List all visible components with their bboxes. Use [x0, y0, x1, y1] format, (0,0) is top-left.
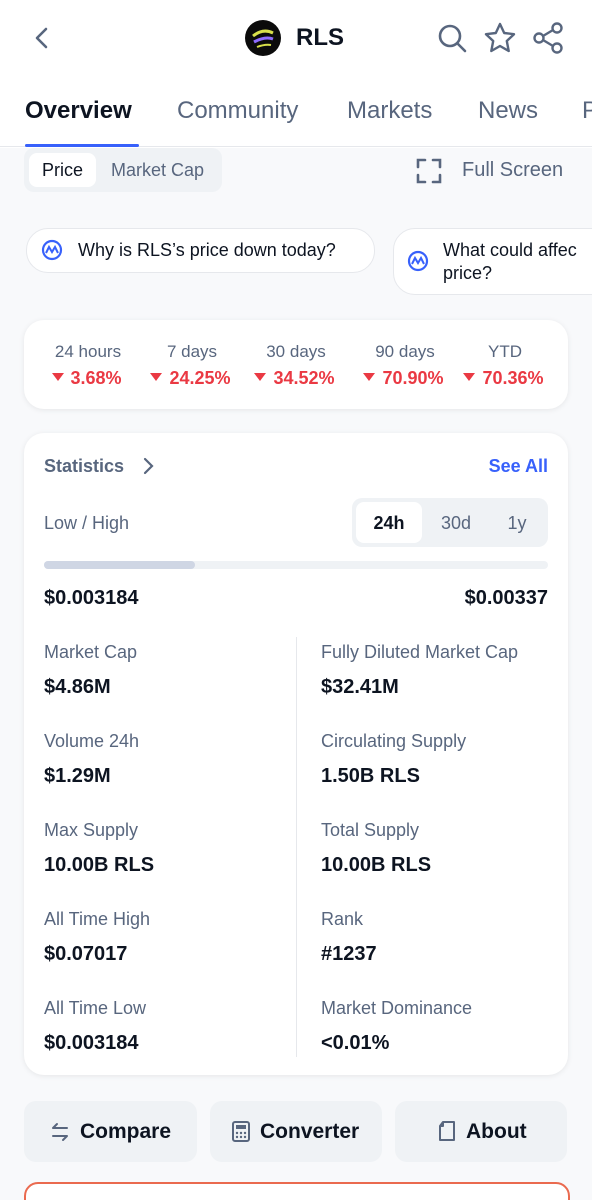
stat-label: Market Cap — [44, 641, 138, 662]
question-text[interactable]: What could affec — [443, 239, 577, 260]
range-option[interactable]: 24h — [373, 512, 405, 533]
toggle-option[interactable]: Price — [42, 159, 84, 180]
ai-icon — [41, 239, 63, 261]
high-value: $0.00337 — [464, 587, 548, 609]
question-chip[interactable] — [26, 228, 375, 273]
stat-value: 10.00B RLS — [44, 854, 155, 876]
stat-label: Total Supply — [321, 819, 420, 840]
range-track — [44, 561, 548, 569]
toggle-active — [29, 153, 96, 187]
range-option[interactable]: 30d — [440, 512, 472, 533]
stat-value: $32.41M — [321, 676, 399, 698]
performance-card — [24, 320, 568, 409]
ai-icon — [407, 250, 429, 272]
star-icon[interactable] — [484, 22, 516, 54]
down-arrow — [463, 373, 476, 381]
action-button[interactable]: About — [466, 1119, 527, 1143]
page-title: RLS — [296, 24, 344, 51]
change-value: 3.68% — [70, 367, 122, 388]
tab[interactable]: Overview — [25, 97, 132, 124]
tab-underline — [25, 144, 139, 147]
full-screen-label[interactable]: Full Screen — [462, 159, 564, 181]
about-icon — [439, 1121, 455, 1141]
action-button[interactable]: Compare — [80, 1119, 172, 1143]
down-arrow — [52, 373, 64, 381]
range-active — [356, 502, 422, 543]
stat-label: Low / High — [44, 512, 130, 533]
down-arrow — [150, 373, 163, 381]
stat-value: 1.50B RLS — [321, 765, 420, 787]
change-value: 34.52% — [273, 367, 335, 388]
stat-value: $1.29M — [44, 765, 111, 787]
change-value: 24.25% — [169, 367, 231, 388]
back-button[interactable] — [32, 26, 54, 50]
converter-icon — [232, 1121, 250, 1142]
tab-divider — [0, 146, 592, 147]
stat-label: Max Supply — [44, 819, 139, 840]
stat-label: All Time High — [44, 908, 151, 929]
search-icon[interactable] — [437, 23, 467, 53]
tab[interactable]: Community — [177, 97, 299, 124]
question-text[interactable]: Why is RLS’s price down today? — [78, 239, 336, 260]
stat-label: Circulating Supply — [321, 730, 467, 751]
tab[interactable]: Markets — [347, 97, 433, 124]
tab[interactable]: News — [478, 97, 539, 124]
stat-value: $0.07017 — [44, 943, 128, 965]
see-all-link[interactable]: See All — [488, 455, 548, 476]
button-bg[interactable] — [395, 1101, 567, 1162]
compare-icon — [52, 1123, 68, 1141]
section-title[interactable]: Statistics — [44, 455, 125, 476]
button-bg[interactable] — [210, 1101, 382, 1162]
toggle-option[interactable]: Market Cap — [111, 159, 205, 180]
period-label: 30 days — [266, 342, 326, 361]
button-bg[interactable] — [24, 1101, 197, 1162]
change-value: 70.90% — [382, 367, 444, 388]
stat-value: $4.86M — [44, 676, 111, 698]
chevron-icon — [143, 457, 154, 475]
low-value: $0.003184 — [44, 587, 139, 609]
change-value: 70.36% — [482, 367, 544, 388]
period-label: 24 hours — [54, 342, 122, 361]
down-arrow — [363, 373, 376, 381]
stat-label: All Time Low — [44, 997, 147, 1018]
alert-button[interactable] — [24, 1182, 570, 1200]
stat-value: <0.01% — [321, 1032, 390, 1054]
action-button[interactable]: Converter — [260, 1119, 360, 1143]
range-fill — [44, 561, 195, 569]
tab[interactable]: P — [582, 97, 592, 124]
coin-logo — [245, 20, 281, 56]
top-bar — [0, 0, 592, 148]
column-divider — [296, 637, 297, 1057]
stat-value: $0.003184 — [44, 1032, 139, 1054]
full-screen-icon[interactable] — [416, 158, 442, 184]
stat-label: Market Dominance — [321, 997, 473, 1018]
period-label: YTD — [488, 342, 522, 361]
question-text[interactable]: price? — [443, 262, 493, 283]
down-arrow — [254, 373, 267, 381]
share-icon[interactable] — [533, 22, 565, 54]
stat-value: #1237 — [321, 943, 377, 965]
stat-label: Rank — [321, 908, 364, 929]
period-label: 90 days — [375, 342, 435, 361]
stat-value: 10.00B RLS — [321, 854, 432, 876]
range-option[interactable]: 1y — [507, 512, 527, 533]
period-label: 7 days — [166, 342, 218, 361]
stat-label: Fully Diluted Market Cap — [321, 641, 519, 662]
stat-label: Volume 24h — [44, 730, 140, 751]
